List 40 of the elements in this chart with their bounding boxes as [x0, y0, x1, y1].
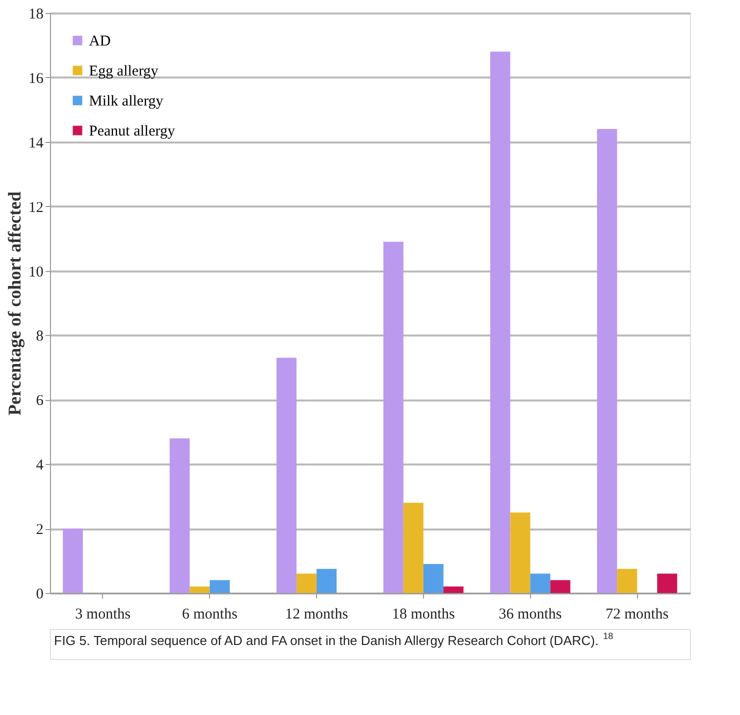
bar: [617, 568, 638, 593]
y-tick-label: 10: [28, 264, 44, 280]
x-tick-label: 18 months: [392, 606, 456, 622]
x-tick-label: 12 months: [285, 606, 348, 622]
x-tick-label: 6 months: [182, 606, 238, 622]
y-axis-title: Percentage of cohort affected: [4, 191, 24, 416]
legend-label: Milk allergy: [89, 94, 164, 110]
y-tick-label: 4: [36, 458, 44, 474]
bar: [403, 502, 424, 593]
y-tick-label: 14: [28, 135, 44, 152]
bar: [170, 438, 190, 593]
legend-label: Peanut allergy: [89, 124, 176, 140]
bar: [296, 574, 317, 593]
bar: [316, 568, 337, 593]
bar: [530, 574, 550, 593]
y-tick-label: 6: [36, 393, 44, 410]
y-tick-label: 12: [28, 200, 44, 216]
bar: [276, 358, 297, 593]
bar: [490, 52, 510, 593]
y-tick-label: 2: [36, 522, 44, 538]
bar: [657, 574, 678, 593]
bar: [443, 586, 464, 593]
bar: [550, 580, 570, 593]
bar: [210, 580, 230, 593]
bar: [190, 586, 210, 593]
y-tick-label: 0: [36, 586, 44, 602]
legend-label: Egg allergy: [89, 64, 159, 80]
x-tick-label: 3 months: [75, 606, 131, 622]
y-tick-label: 18: [28, 6, 44, 22]
bar: [510, 512, 530, 593]
bar: [597, 129, 618, 593]
caption: FIG 5. Temporal sequence of AD and FA onset in the Danish Allergy Research Cohort (DARC).18: [54, 631, 614, 648]
x-tick-label: 72 months: [606, 606, 669, 622]
y-tick-label: 16: [28, 70, 44, 87]
x-tick-label: 36 months: [498, 606, 562, 622]
legend-label: AD: [89, 34, 111, 50]
bar: [383, 242, 404, 593]
bar: [423, 564, 444, 593]
bar: [62, 528, 83, 593]
y-tick-label: 8: [36, 328, 44, 345]
